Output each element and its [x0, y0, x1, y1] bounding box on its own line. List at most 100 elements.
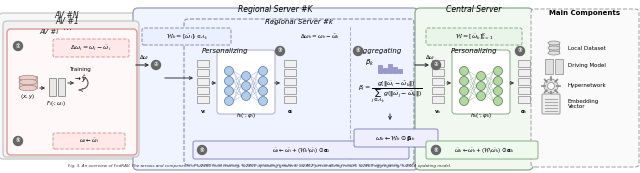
FancyBboxPatch shape — [542, 94, 560, 114]
Circle shape — [431, 145, 440, 154]
Bar — [284, 78, 296, 85]
Circle shape — [198, 145, 207, 154]
Bar — [549, 48, 559, 53]
Text: $\mathcal{W}=[\tilde{\omega}_k]_{k=1}^{K}$: $\mathcal{W}=[\tilde{\omega}_k]_{k=1}^{K… — [454, 32, 493, 42]
Bar — [555, 59, 563, 74]
Text: $F_i(\cdot;\omega_i)$: $F_i(\cdot;\omega_i)$ — [46, 99, 66, 108]
Circle shape — [431, 61, 440, 70]
Bar — [58, 78, 65, 96]
Text: Embedding
Vector: Embedding Vector — [568, 99, 599, 109]
Circle shape — [547, 83, 554, 89]
Bar — [518, 87, 530, 94]
Circle shape — [259, 66, 268, 75]
Text: ⑤: ⑤ — [16, 139, 20, 143]
FancyBboxPatch shape — [3, 21, 139, 157]
Text: $\omega_k\leftarrow\mathcal{W}_k\odot\mathbf{\beta}_k$: $\omega_k\leftarrow\mathcal{W}_k\odot\ma… — [376, 133, 417, 143]
Text: AV #N: AV #N — [54, 11, 79, 20]
Bar — [432, 87, 444, 94]
Bar — [518, 60, 530, 67]
Bar — [284, 96, 296, 103]
Text: ⑤: ⑤ — [434, 148, 438, 153]
Circle shape — [477, 81, 486, 90]
Bar — [518, 69, 530, 76]
Circle shape — [241, 81, 250, 90]
Text: ③: ③ — [278, 48, 282, 53]
Circle shape — [493, 97, 502, 106]
Text: $\Delta\omega_i=\omega_i-\tilde{\omega}_i$: $\Delta\omega_i=\omega_i-\tilde{\omega}_… — [70, 43, 111, 52]
Circle shape — [225, 86, 234, 95]
Circle shape — [152, 61, 161, 70]
Text: ②: ② — [434, 62, 438, 67]
Text: Personalizing: Personalizing — [202, 48, 248, 54]
FancyBboxPatch shape — [142, 28, 231, 45]
Text: ...: ... — [63, 22, 72, 32]
Ellipse shape — [19, 85, 37, 91]
Circle shape — [477, 92, 486, 101]
Circle shape — [225, 97, 234, 106]
Text: $\Delta\omega$: $\Delta\omega$ — [425, 53, 435, 61]
Bar — [284, 69, 296, 76]
FancyBboxPatch shape — [354, 129, 438, 147]
Circle shape — [515, 47, 525, 56]
Circle shape — [225, 76, 234, 85]
Bar — [549, 43, 559, 48]
Bar — [545, 59, 553, 74]
Bar — [432, 78, 444, 85]
Text: $\mathcal{W}_k=[\tilde{\omega}_i]_{i\in\mathcal{A}_k}$: $\mathcal{W}_k=[\tilde{\omega}_i]_{i\in\… — [166, 32, 208, 42]
Text: $h_k(\cdot;\varphi_k)$: $h_k(\cdot;\varphi_k)$ — [470, 111, 492, 120]
FancyBboxPatch shape — [531, 9, 639, 167]
Text: Training: Training — [69, 67, 91, 72]
Bar — [284, 87, 296, 94]
FancyBboxPatch shape — [452, 50, 510, 114]
FancyBboxPatch shape — [133, 8, 418, 170]
Ellipse shape — [19, 79, 37, 85]
Bar — [197, 60, 209, 67]
Bar — [393, 67, 397, 73]
Circle shape — [13, 42, 22, 51]
Text: $\mathbf{v}_k$: $\mathbf{v}_k$ — [434, 108, 442, 116]
Text: ⑤: ⑤ — [200, 148, 204, 153]
Circle shape — [241, 92, 250, 101]
Text: Regional Server #k: Regional Server #k — [265, 19, 333, 25]
Text: Fig. 3. An overview of FedRAV. The arrows and components of \u2460 local trainin: Fig. 3. An overview of FedRAV. The arrow… — [68, 164, 452, 168]
FancyBboxPatch shape — [184, 19, 414, 165]
Text: ...: ... — [271, 15, 280, 25]
Bar — [197, 78, 209, 85]
Circle shape — [493, 86, 502, 95]
Text: AV #1: AV #1 — [55, 17, 79, 26]
Bar — [432, 60, 444, 67]
Bar — [197, 87, 209, 94]
Circle shape — [275, 47, 285, 56]
FancyBboxPatch shape — [415, 8, 533, 170]
Text: Driving Model: Driving Model — [568, 63, 606, 69]
Text: $\mathbf{\alpha}_i$: $\mathbf{\alpha}_i$ — [287, 108, 294, 116]
Text: $\Delta\omega_k=\omega_k-\bar{\omega}_k$: $\Delta\omega_k=\omega_k-\bar{\omega}_k$ — [300, 33, 340, 42]
Text: $h_i(\cdot;\varphi_i)$: $h_i(\cdot;\varphi_i)$ — [236, 111, 256, 120]
Bar — [19, 76, 37, 82]
Text: ④: ④ — [356, 48, 360, 53]
Bar — [432, 96, 444, 103]
Circle shape — [13, 136, 22, 145]
Bar — [388, 64, 392, 73]
Bar — [398, 69, 402, 73]
Text: Local Dataset: Local Dataset — [568, 47, 605, 52]
FancyBboxPatch shape — [426, 28, 522, 45]
Text: $(x,y)$: $(x,y)$ — [20, 92, 36, 101]
Bar — [197, 96, 209, 103]
Text: ①: ① — [16, 43, 20, 48]
Circle shape — [353, 47, 362, 56]
Text: Personalizing: Personalizing — [451, 48, 497, 54]
Ellipse shape — [548, 46, 560, 50]
Circle shape — [477, 71, 486, 80]
Circle shape — [493, 76, 502, 85]
FancyBboxPatch shape — [0, 13, 140, 159]
Text: $\Delta\omega$: $\Delta\omega$ — [139, 53, 149, 61]
Text: ③: ③ — [518, 48, 522, 53]
Circle shape — [544, 79, 558, 93]
Text: $\mathbf{\alpha}_k$: $\mathbf{\alpha}_k$ — [520, 108, 528, 116]
Bar — [19, 82, 37, 88]
Bar — [49, 78, 56, 96]
Ellipse shape — [19, 75, 37, 81]
Text: $\tilde{\omega}_i\leftarrow\tilde{\omega}_i+(\mathcal{W}_k\backslash\tilde{\omeg: $\tilde{\omega}_i\leftarrow\tilde{\omega… — [272, 145, 330, 155]
Bar — [197, 69, 209, 76]
